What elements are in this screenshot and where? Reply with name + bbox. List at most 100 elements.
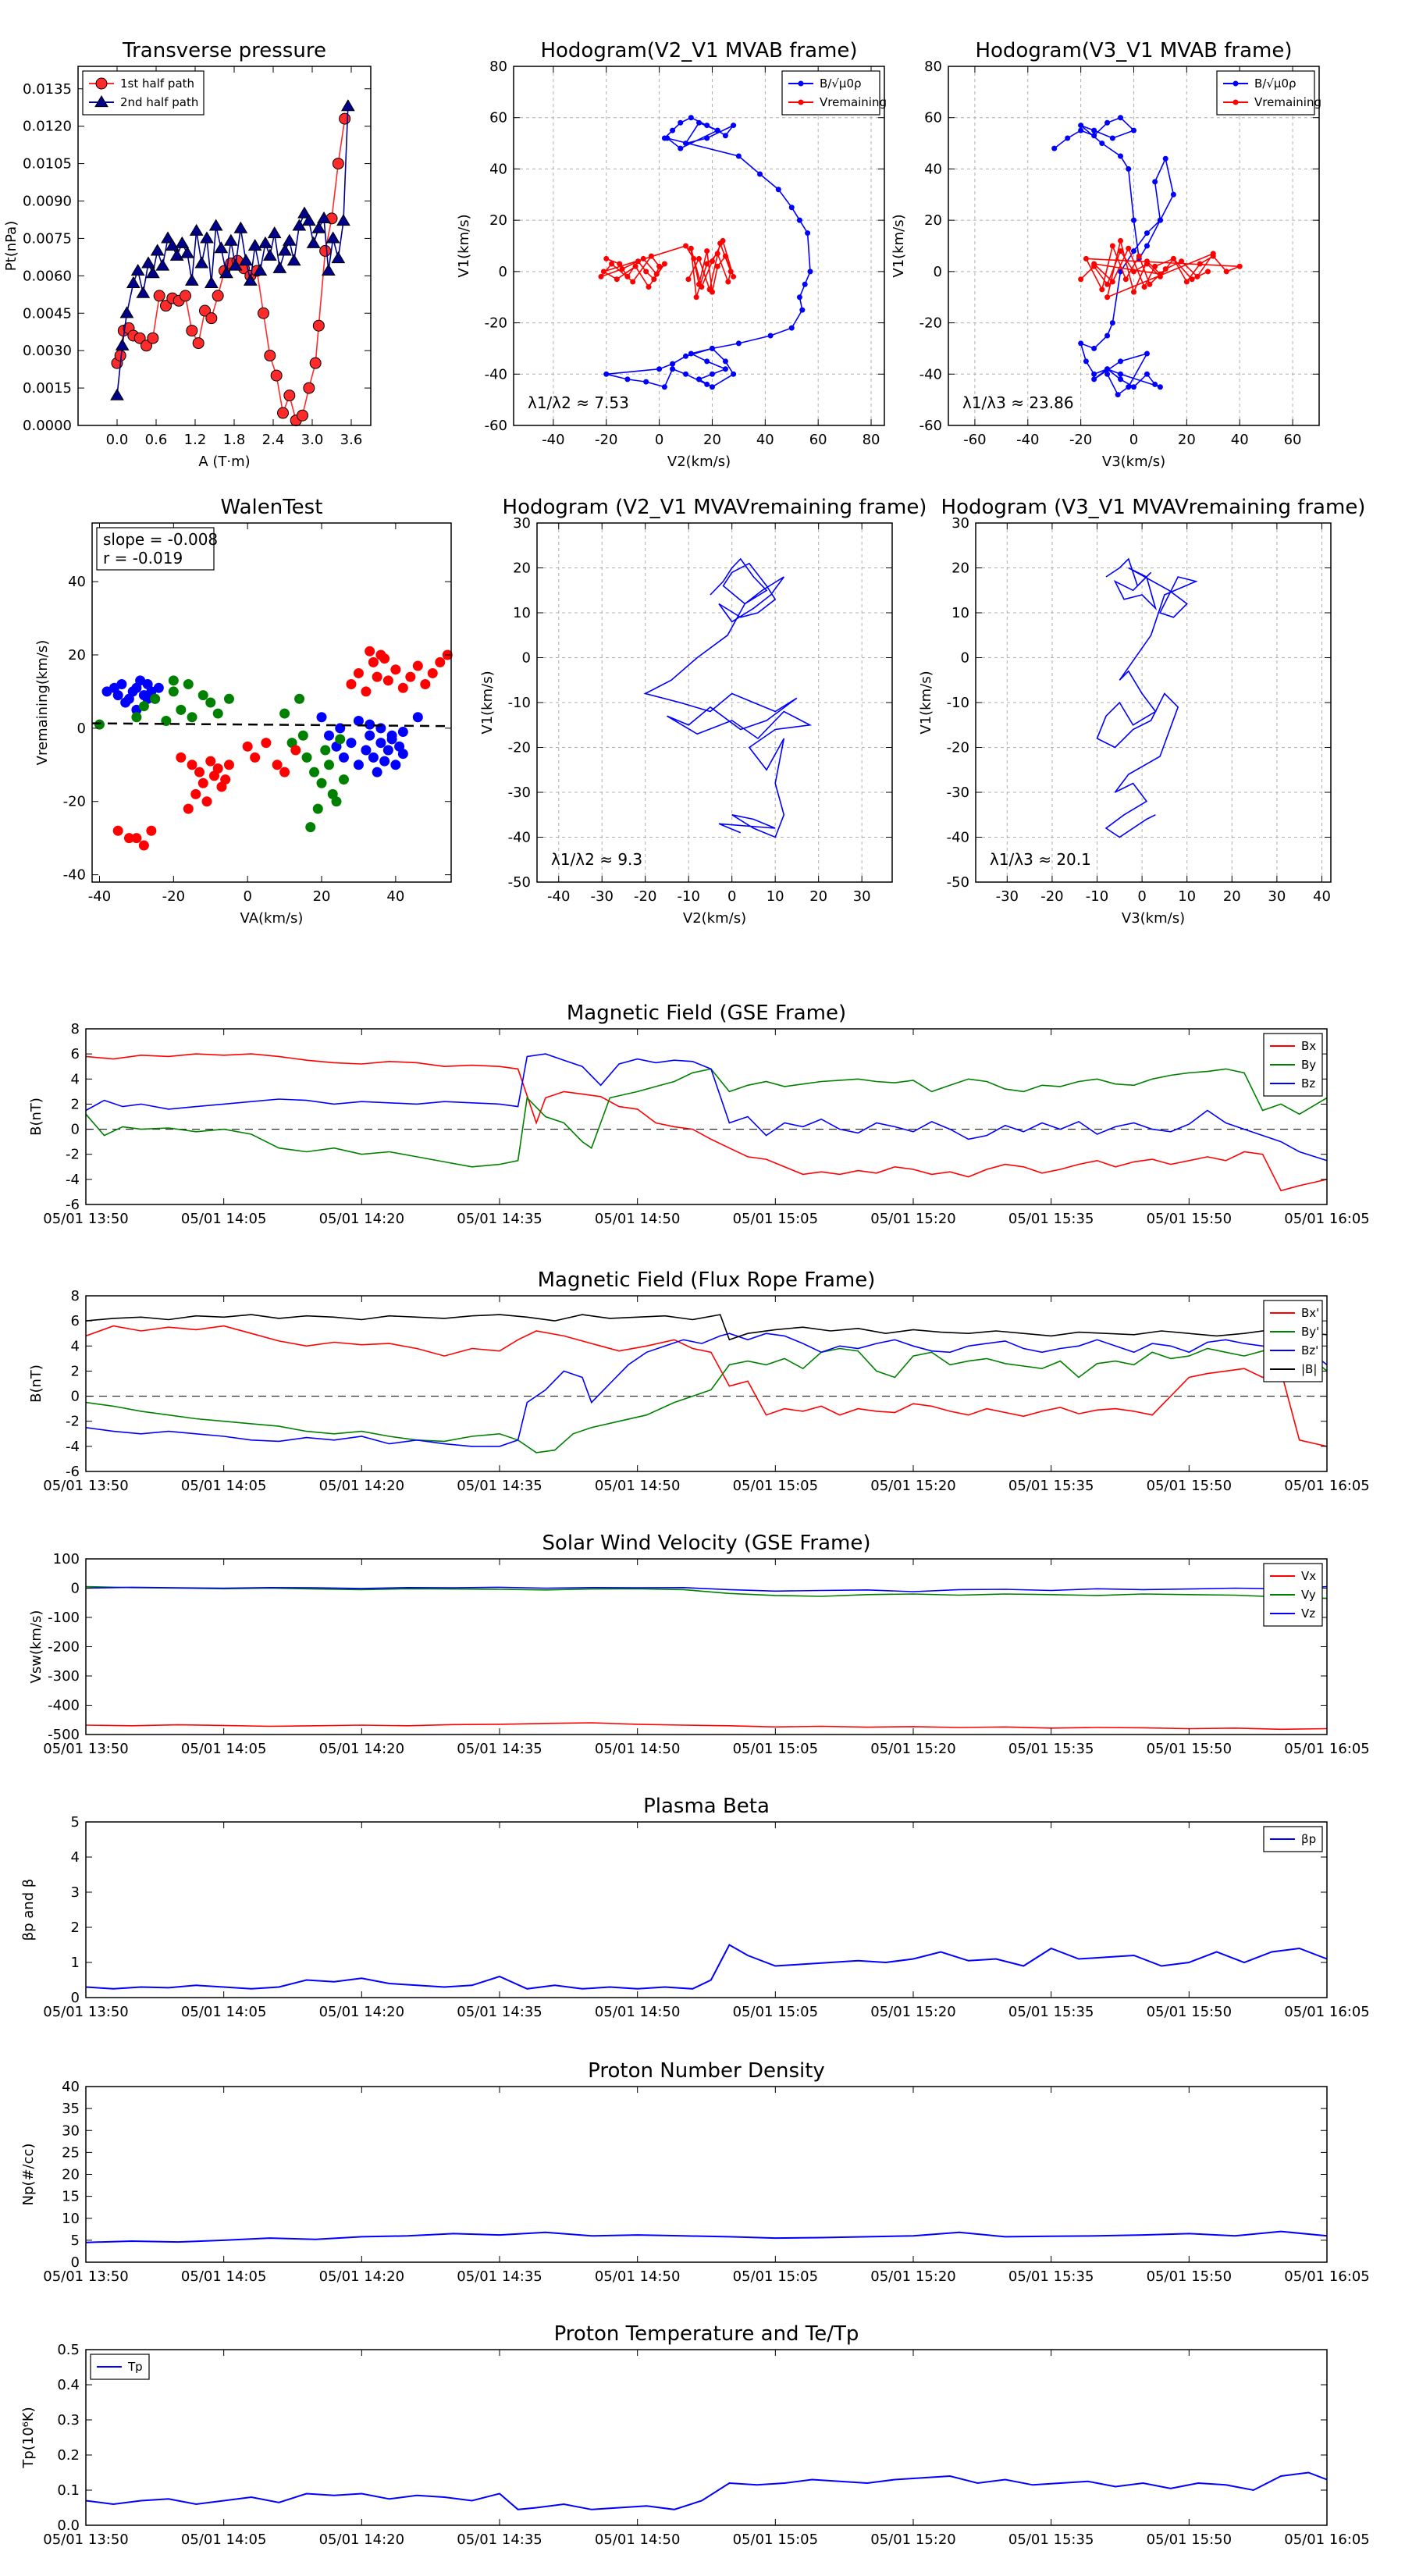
chart-p4: WalenTest -40 -20 0 20 40 -40 -20 0 20 40 VA(km/s) V… (34, 496, 453, 927)
x-tick-label: 05/01 14:35 (457, 2532, 542, 2548)
data-point (253, 263, 268, 276)
y-tick-label: 0 (934, 264, 942, 280)
legend-label: Bz (1301, 1076, 1315, 1091)
data-point (709, 258, 715, 265)
data-point (617, 261, 623, 267)
data-point (116, 679, 127, 690)
data-point (311, 221, 326, 233)
x-tick-label: -40 (547, 888, 570, 905)
y-tick-label: 35 (62, 2101, 80, 2117)
legend: Bx By Bz (1263, 1033, 1323, 1097)
data-point (319, 244, 332, 257)
chart-p2: Hodogram(V2_V1 MVAB frame) -40 -20 0 20 40 60 8… (456, 39, 887, 470)
data-point (309, 767, 320, 777)
chart-p9: Solar Wind Velocity (GSE Frame) 05/01 13:… (28, 1532, 1370, 1757)
y-tick-label: -40 (63, 867, 86, 884)
data-point (799, 307, 806, 313)
x-tick-label: 05/01 13:50 (43, 1211, 128, 1227)
series-vx (85, 1722, 1328, 1731)
y-tick-label: 10 (513, 605, 531, 621)
y-tick-label: 0.5 (57, 2342, 80, 2358)
data-point (147, 332, 159, 344)
y-tick-label: 5 (71, 1814, 80, 1831)
data-point (316, 777, 327, 788)
data-point (709, 345, 715, 351)
x-tick-label: 1.2 (184, 432, 207, 448)
y-tick-label: 10 (62, 2211, 80, 2227)
legend-label: Bz' (1301, 1343, 1318, 1357)
data-point (1131, 217, 1136, 223)
data-point (704, 123, 710, 129)
x-tick-label: 05/01 16:05 (1284, 2268, 1369, 2285)
y-tick-label: 20 (924, 212, 942, 229)
series-b-0- (603, 115, 813, 390)
data-point (303, 382, 315, 394)
data-point (722, 358, 728, 365)
y-tick-label: 0.0015 (23, 380, 72, 397)
legend-label: Vy (1301, 1588, 1316, 1602)
series-line (1096, 557, 1198, 838)
annotation-text: λ1/λ3 ≈ 20.1 (990, 850, 1091, 869)
data-point (247, 239, 262, 251)
data-point (336, 214, 350, 226)
data-point (176, 752, 187, 763)
fit-line (91, 722, 452, 728)
data-point (1091, 371, 1097, 377)
data-point (1205, 269, 1211, 275)
x-tick-label: 05/01 15:35 (1008, 2532, 1094, 2548)
data-point (346, 738, 357, 749)
data-point (130, 263, 145, 276)
x-tick-label: 05/01 15:20 (870, 2268, 955, 2285)
data-point (1157, 217, 1163, 223)
series-tp (85, 2471, 1328, 2510)
x-tick-label: 40 (756, 432, 774, 448)
series-line (85, 2230, 1328, 2243)
series-bz (85, 1053, 1328, 1162)
data-point (131, 833, 142, 844)
legend: B/√μ0ρ Vremaining (1216, 70, 1321, 116)
y-tick-label: 20 (62, 2167, 80, 2183)
data-point (220, 774, 231, 785)
plot-frame (948, 66, 1320, 426)
x-tick-label: 20 (1223, 888, 1241, 905)
data-point (138, 840, 149, 851)
chart-title: Hodogram (V3_V1 MVAVremaining frame) (941, 496, 1366, 519)
data-point (1091, 376, 1097, 382)
data-point (1118, 358, 1124, 365)
x-tick-label: 0.0 (106, 432, 129, 448)
x-tick-label: 0 (1137, 888, 1146, 905)
data-point (243, 273, 258, 286)
data-point (292, 219, 307, 231)
data-point (714, 251, 720, 257)
y-tick-label: 0 (71, 1122, 80, 1138)
y-tick-label: 0.4 (57, 2377, 80, 2393)
x-tick-label: 05/01 15:50 (1147, 2004, 1232, 2020)
chart-title: Hodogram(V3_V1 MVAB frame) (975, 39, 1292, 62)
legend-marker (1232, 80, 1239, 87)
series-vy (85, 1585, 1328, 1599)
x-tick-label: 05/01 14:50 (595, 2532, 680, 2548)
data-point (346, 679, 357, 690)
y-tick-label: 0.1 (57, 2482, 80, 2499)
data-point (297, 409, 308, 422)
data-point (297, 206, 311, 219)
data-point (603, 371, 610, 377)
data-point (317, 211, 331, 223)
x-tick-label: 05/01 14:20 (319, 2004, 404, 2020)
data-point (361, 745, 372, 756)
x-tick-label: 05/01 14:35 (457, 1478, 542, 1494)
data-point (390, 664, 401, 675)
x-tick-label: 05/01 16:05 (1284, 1741, 1369, 1757)
data-point (155, 258, 170, 271)
y-tick-label: 0.0120 (23, 119, 72, 135)
x-tick-label: 05/01 14:50 (595, 2268, 680, 2285)
data-point (194, 767, 205, 777)
data-point (685, 276, 692, 283)
x-tick-label: 0 (727, 888, 736, 905)
data-point (190, 788, 201, 799)
data-point (1183, 279, 1190, 285)
y-tick-label: 30 (951, 515, 969, 532)
legend-label: B/√μ0ρ (1254, 76, 1297, 91)
series-vremaining (598, 237, 737, 301)
data-point (683, 243, 689, 249)
